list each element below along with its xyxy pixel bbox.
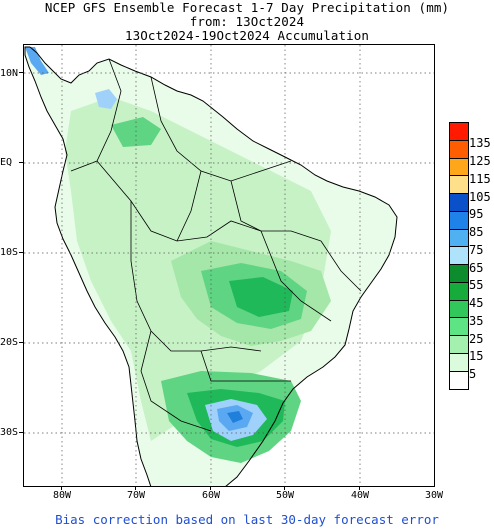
country-border bbox=[320, 240, 362, 292]
lat-label-20s: 20S bbox=[0, 337, 19, 348]
precip-area-strong bbox=[229, 277, 293, 317]
legend-label: 85 bbox=[469, 225, 484, 239]
legend-swatch bbox=[450, 353, 468, 372]
precip-area-south-deep-blue bbox=[227, 411, 243, 423]
legend-swatch bbox=[450, 247, 468, 266]
country-border bbox=[176, 170, 202, 242]
country-border bbox=[200, 350, 291, 382]
legend-swatch bbox=[450, 336, 468, 354]
map-canvas bbox=[24, 45, 434, 486]
bias-correction-note: Bias correction based on last 30-day for… bbox=[55, 512, 439, 527]
legend-swatch bbox=[450, 300, 468, 319]
lat-label-10n: 10N bbox=[0, 68, 19, 79]
map-title: NCEP GFS Ensemble Forecast 1-7 Day Preci… bbox=[44, 0, 450, 15]
lon-label-80w: 80W bbox=[52, 490, 72, 501]
country-border bbox=[96, 160, 322, 242]
lon-tick bbox=[61, 487, 62, 490]
lat-tick bbox=[19, 432, 23, 433]
country-border bbox=[130, 201, 262, 352]
forecast-start-date: from: 13Oct2024 bbox=[189, 14, 305, 29]
legend-swatch bbox=[450, 158, 468, 177]
lon-label-60w: 60W bbox=[201, 490, 221, 501]
legend-label: 15 bbox=[469, 349, 484, 363]
legend-label: 45 bbox=[469, 296, 484, 310]
legend-label: 75 bbox=[469, 243, 484, 257]
legend-label: 25 bbox=[469, 332, 484, 346]
country-border bbox=[260, 230, 332, 322]
legend-swatch bbox=[450, 229, 468, 248]
legend-swatch bbox=[450, 194, 468, 212]
legend-label: 125 bbox=[469, 154, 491, 168]
lon-label-30w: 30W bbox=[424, 490, 444, 501]
legend-label: 5 bbox=[469, 367, 477, 381]
lat-tick bbox=[19, 252, 23, 253]
lat-tick bbox=[19, 162, 23, 163]
lon-tick bbox=[359, 487, 360, 490]
legend-label: 95 bbox=[469, 207, 484, 221]
precipitation-map bbox=[23, 44, 435, 487]
legend-swatch bbox=[450, 123, 468, 141]
legend-label: 35 bbox=[469, 314, 484, 328]
lon-label-40w: 40W bbox=[350, 490, 370, 501]
legend-label: 115 bbox=[469, 172, 491, 186]
country-border bbox=[70, 58, 122, 172]
legend-swatch bbox=[450, 318, 468, 337]
lon-label-50w: 50W bbox=[275, 490, 295, 501]
lon-tick bbox=[210, 487, 211, 490]
lon-tick bbox=[135, 487, 136, 490]
lon-label-70w: 70W bbox=[126, 490, 146, 501]
country-border bbox=[140, 330, 212, 432]
country-border bbox=[230, 180, 262, 232]
legend-label: 105 bbox=[469, 190, 491, 204]
lat-label-10s: 10S bbox=[0, 247, 19, 258]
legend-label: 55 bbox=[469, 278, 484, 292]
lat-tick bbox=[19, 72, 23, 73]
lat-label-eq: EQ bbox=[0, 157, 13, 168]
lat-label-30s: 30S bbox=[0, 427, 19, 438]
precipitation-legend bbox=[449, 122, 469, 391]
legend-swatch bbox=[450, 371, 468, 390]
legend-swatch bbox=[450, 211, 468, 230]
accumulation-period: 13Oct2024-19Oct2024 Accumulation bbox=[124, 28, 370, 43]
legend-swatch bbox=[450, 282, 468, 301]
coastline bbox=[24, 46, 398, 486]
lon-tick bbox=[284, 487, 285, 490]
legend-swatch bbox=[450, 140, 468, 159]
lat-tick bbox=[19, 342, 23, 343]
precip-area-nw-blue bbox=[25, 47, 49, 75]
precip-area-colombia-blue bbox=[95, 89, 117, 109]
legend-label: 135 bbox=[469, 136, 491, 150]
legend-swatch bbox=[450, 176, 468, 195]
legend-swatch bbox=[450, 265, 468, 283]
legend-label: 65 bbox=[469, 261, 484, 275]
